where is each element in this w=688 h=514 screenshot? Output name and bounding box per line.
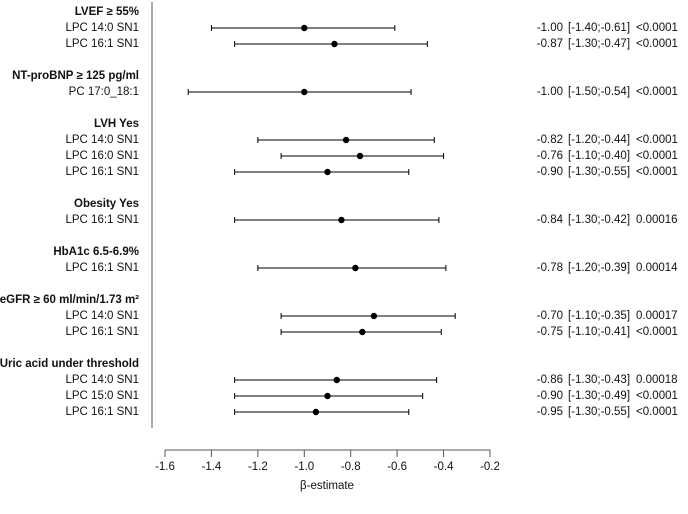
p-label: <0.0001	[636, 134, 678, 146]
row-label: LPC 15:0 SN1	[65, 390, 139, 402]
estimate-label: -1.00	[537, 22, 563, 34]
x-tick-label: -1.6	[155, 461, 175, 473]
row-label: LPC 14:0 SN1	[65, 22, 139, 34]
row-label: LPC 16:1 SN1	[65, 262, 139, 274]
row-label: LPC 16:0 SN1	[65, 150, 139, 162]
x-axis-title: β-estimate	[300, 480, 354, 492]
ci-label: [-1.30;-0.42]	[568, 214, 630, 226]
estimate-label: -0.82	[537, 134, 563, 146]
estimate-point	[301, 88, 308, 96]
p-label: 0.00014	[636, 262, 678, 274]
ci-label: [-1.10;-0.40]	[568, 150, 630, 162]
estimate-label: -0.90	[537, 390, 563, 402]
ci-label: [-1.30;-0.49]	[568, 390, 630, 402]
p-label: <0.0001	[636, 86, 678, 98]
group-header: NT-proBNP ≥ 125 pg/ml	[12, 70, 139, 82]
p-label: <0.0001	[636, 150, 678, 162]
ci-label: [-1.20;-0.39]	[568, 262, 630, 274]
ci-label: [-1.30;-0.47]	[568, 38, 630, 50]
estimate-point	[338, 216, 345, 224]
ci-label: [-1.30;-0.55]	[568, 406, 630, 418]
row-label: LPC 16:1 SN1	[65, 406, 139, 418]
x-tick-label: -0.2	[480, 461, 500, 473]
row-label: LPC 14:0 SN1	[65, 310, 139, 322]
p-label: 0.00018	[636, 374, 678, 386]
ci-label: [-1.40;-0.61]	[568, 22, 630, 34]
estimate-point	[370, 312, 378, 320]
estimate-label: -0.70	[537, 310, 563, 322]
group-header: Obesity Yes	[74, 198, 139, 210]
x-tick-label: -0.8	[341, 461, 361, 473]
p-label: <0.0001	[636, 38, 678, 50]
p-label: 0.00016	[636, 214, 678, 226]
estimate-label: -0.87	[537, 38, 563, 50]
x-tick-label: -1.4	[202, 461, 222, 473]
ci-label: [-1.30;-0.55]	[568, 166, 630, 178]
ci-label: [-1.10;-0.41]	[568, 326, 630, 338]
estimate-point	[312, 408, 320, 416]
ci-label: [-1.30;-0.43]	[568, 374, 630, 386]
group-header: HbA1c 6.5-6.9%	[53, 246, 139, 258]
estimate-label: -0.86	[537, 374, 563, 386]
estimate-label: -0.78	[537, 262, 563, 274]
group-header: eGFR ≥ 60 ml/min/1.73 m²	[0, 294, 139, 306]
x-tick-label: -0.6	[387, 461, 407, 473]
p-label: <0.0001	[636, 22, 678, 34]
estimate-label: -1.00	[537, 86, 563, 98]
row-label: PC 17:0_18:1	[69, 86, 139, 98]
estimate-point	[342, 136, 350, 144]
row-label: LPC 16:1 SN1	[65, 214, 139, 226]
estimate-point	[331, 40, 338, 48]
estimate-point	[356, 152, 364, 160]
group-header: LVH Yes	[94, 118, 139, 130]
estimate-label: -0.95	[537, 406, 563, 418]
row-label: LPC 14:0 SN1	[65, 374, 139, 386]
estimate-point	[359, 328, 366, 336]
p-label: <0.0001	[636, 166, 678, 178]
estimate-point	[324, 168, 331, 176]
ci-label: [-1.20;-0.44]	[568, 134, 630, 146]
group-header: LVEF ≥ 55%	[75, 6, 139, 18]
p-label: <0.0001	[636, 390, 678, 402]
estimate-label: -0.84	[537, 214, 564, 226]
x-tick-label: -1.0	[294, 461, 314, 473]
estimate-point	[324, 392, 331, 400]
estimate-label: -0.75	[537, 326, 563, 338]
row-label: LPC 16:1 SN1	[65, 326, 139, 338]
p-label: <0.0001	[636, 406, 678, 418]
group-header: Uric acid under threshold	[0, 358, 139, 370]
estimate-point	[301, 24, 308, 32]
x-tick-label: -1.2	[248, 461, 268, 473]
p-label: <0.0001	[636, 326, 678, 338]
row-label: LPC 14:0 SN1	[65, 134, 139, 146]
ci-label: [-1.10;-0.35]	[568, 310, 630, 322]
estimate-point	[352, 264, 359, 272]
estimate-point	[333, 376, 340, 384]
estimate-label: -0.76	[537, 150, 563, 162]
row-label: LPC 16:1 SN1	[65, 38, 139, 50]
estimate-label: -0.90	[537, 166, 563, 178]
p-label: 0.00017	[636, 310, 678, 322]
ci-label: [-1.50;-0.54]	[568, 86, 630, 98]
x-tick-label: -0.4	[434, 461, 454, 473]
row-label: LPC 16:1 SN1	[65, 166, 139, 178]
